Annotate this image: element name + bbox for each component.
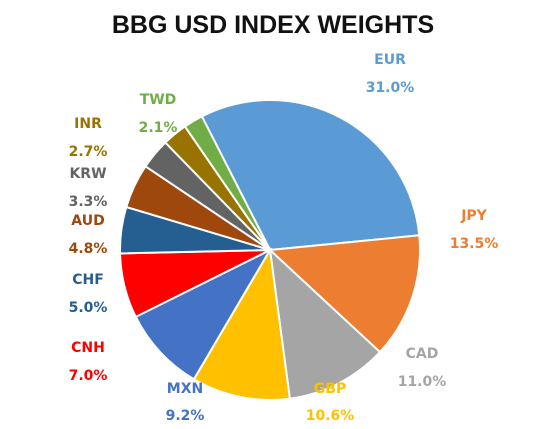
slice-value-chf: 5.0% — [69, 300, 108, 316]
pie-slice-eur — [200, 99, 421, 252]
slice-label-mxn: MXN — [167, 381, 203, 397]
slice-label-aud: AUD — [71, 213, 104, 229]
slice-label-chf: CHF — [72, 272, 104, 288]
slice-label-krw: KRW — [69, 166, 106, 182]
slice-value-cad: 11.0% — [398, 374, 447, 390]
slice-value-krw: 3.3% — [69, 194, 108, 210]
slice-label-eur: EUR — [374, 52, 406, 68]
pie-slice-mxn — [134, 247, 273, 381]
slice-label-gbp: GBP — [314, 381, 346, 397]
slice-value-twd: 2.1% — [139, 120, 178, 136]
slice-label-twd: TWD — [140, 92, 177, 108]
slice-labels: EUR 31.0% JPY 13.5% CAD 11.0% GBP 10.6% MXN 9.2% C… — [69, 52, 499, 424]
slice-value-gbp: 10.6% — [306, 408, 355, 424]
pie-slices — [119, 99, 421, 401]
slice-value-cnh: 7.0% — [69, 368, 108, 384]
pie-slice-gbp — [192, 246, 291, 401]
pie-slice-jpy — [267, 234, 421, 354]
slice-value-mxn: 9.2% — [166, 408, 205, 424]
chart-title: BBG USD INDEX WEIGHTS — [112, 11, 434, 39]
pie-slice-twd — [183, 115, 271, 251]
slice-value-jpy: 13.5% — [450, 236, 499, 252]
slice-label-jpy: JPY — [460, 208, 487, 224]
slice-value-aud: 4.8% — [69, 241, 108, 257]
slice-label-cad: CAD — [406, 346, 439, 362]
pie-slice-cad — [268, 247, 382, 400]
slice-value-inr: 2.7% — [69, 144, 108, 160]
slice-label-cnh: CNH — [71, 340, 105, 356]
slice-label-inr: INR — [74, 116, 102, 132]
slice-value-eur: 31.0% — [366, 80, 415, 96]
